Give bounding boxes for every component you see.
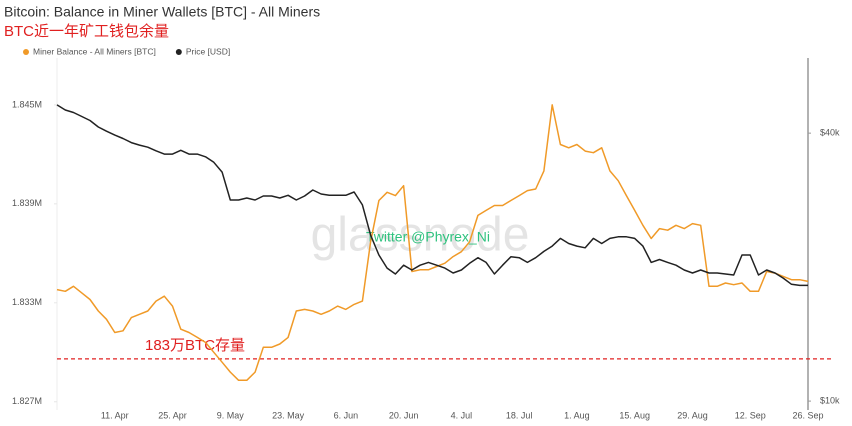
legend-marker <box>175 49 182 55</box>
data-line <box>56 104 809 382</box>
y2-tick-label: $40k <box>820 128 840 138</box>
x-tick-label: 9. May <box>217 410 245 420</box>
x-tick-label: 6. Jun <box>334 410 359 420</box>
y-tick-label: 1.839M <box>12 198 42 208</box>
x-tick-label: 26. Sep <box>792 410 823 420</box>
x-tick-label: 15. Aug <box>619 410 650 420</box>
x-tick-label: 29. Aug <box>677 410 708 420</box>
x-tick-label: 11. Apr <box>101 410 129 420</box>
x-tick-label: 1. Aug <box>564 410 590 420</box>
chart-title: Bitcoin: Balance in Miner Wallets [BTC] … <box>4 4 320 20</box>
y-tick-label: 1.833M <box>12 297 42 307</box>
watermark: Twitter @Phyrex_Ni <box>366 229 490 245</box>
data-line <box>56 104 808 287</box>
x-tick-label: 23. May <box>272 410 305 420</box>
legend-label: Miner Balance - All Miners [BTC] <box>33 46 156 56</box>
x-tick-label: 18. Jul <box>506 410 533 420</box>
x-tick-label: 4. Jul <box>451 410 473 420</box>
reference-label: 183万BTC存量 <box>145 337 245 354</box>
y-tick-label: 1.827M <box>12 396 42 406</box>
x-tick-label: 25. Apr <box>158 410 187 420</box>
y2-tick-label: $10k <box>820 395 840 405</box>
y-tick-label: 1.845M <box>12 99 42 109</box>
legend-marker <box>23 49 29 55</box>
x-tick-label: 20. Jun <box>389 410 419 420</box>
watermark: glassnode <box>311 209 530 262</box>
chart-subtitle: BTC近一年矿工钱包余量 <box>4 22 169 40</box>
x-tick-label: 12. Sep <box>735 410 766 420</box>
legend-label: Price [USD] <box>186 46 230 56</box>
